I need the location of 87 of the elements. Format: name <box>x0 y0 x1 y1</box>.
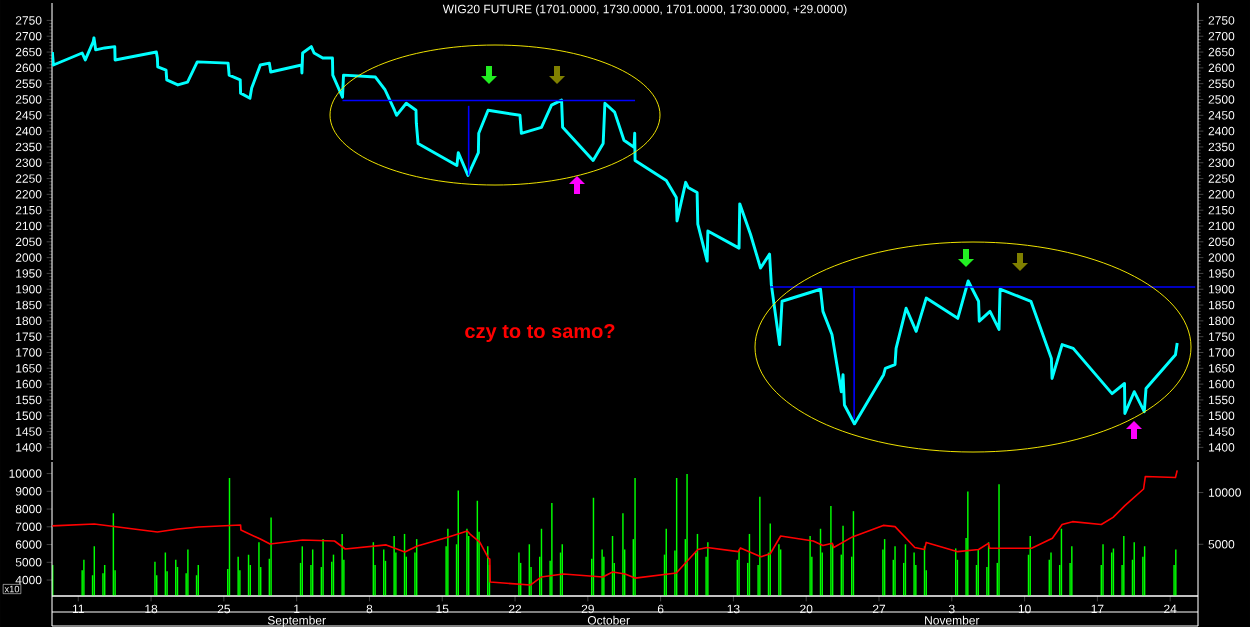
y2-tick-label: 2550 <box>1208 79 1235 88</box>
x-tick-label: 22 <box>508 604 522 613</box>
x-tick-label: 18 <box>145 604 158 614</box>
y2-tick-label: 2250 <box>1208 174 1235 183</box>
y2-tick-label: 2200 <box>1208 189 1235 199</box>
y-tick-label: 1500 <box>16 411 42 420</box>
y-tick-label: 7000 <box>15 522 42 531</box>
y-tick-label: 2300 <box>15 158 42 167</box>
y-tick-label: 2550 <box>15 79 42 88</box>
y2-tick-label: 2300 <box>1208 158 1235 167</box>
y2-tick-label: 1400 <box>1208 442 1235 452</box>
y2-tick-label: 2100 <box>1208 221 1235 231</box>
y2-tick-label: 2750 <box>1208 15 1235 25</box>
y-tick-label: 1700 <box>16 348 42 357</box>
y2-tick-label: 1750 <box>1208 332 1235 341</box>
y-tick-label: 1650 <box>16 363 42 373</box>
x2-tick-label: October <box>587 615 630 625</box>
y-tick-label: 2650 <box>15 47 42 57</box>
y-tick-label: 8000 <box>15 504 42 514</box>
y-tick-label: 9000 <box>15 486 42 496</box>
y2-tick-label: 2350 <box>1208 142 1235 152</box>
y2-tick-label: 2400 <box>1208 126 1235 136</box>
y2-tick-label: 1500 <box>1208 411 1235 420</box>
y-tick-label: 2500 <box>15 95 42 104</box>
y2-tick-label: 1700 <box>1208 348 1235 357</box>
y2-tick-label: 2500 <box>1208 95 1235 104</box>
y-tick-label: 1900 <box>16 284 42 294</box>
y-tick-label: 2450 <box>15 110 42 120</box>
y2-tick-label: 1900 <box>1208 284 1235 294</box>
y-tick-label: 1950 <box>16 269 42 278</box>
y-tick-label: 4000 <box>15 575 42 585</box>
y2-tick-label: 1950 <box>1208 269 1235 278</box>
x-tick-label: 6 <box>657 604 664 614</box>
y2-tick-label: 1450 <box>1208 427 1235 436</box>
y-tick-label: 2250 <box>15 174 42 183</box>
y2-tick-label: 1800 <box>1208 316 1235 325</box>
chart-title: WIG20 FUTURE (1701.0000, 1730.0000, 1701.0000, 1730.0000, +29.0000) <box>442 4 847 16</box>
y2-tick-label: 2450 <box>1208 110 1235 120</box>
y-tick-label: 1550 <box>16 395 42 405</box>
x-tick-label: 17 <box>1091 604 1104 613</box>
y-tick-label: 5000 <box>15 557 42 567</box>
y-tick-label: 1850 <box>16 300 42 310</box>
y2-tick-label: 1850 <box>1208 300 1235 310</box>
x-tick-label: 8 <box>366 604 373 614</box>
y-tick-label: 6000 <box>15 540 42 549</box>
y-tick-label: 2350 <box>15 142 42 152</box>
y-tick-label: 1450 <box>16 427 42 436</box>
x-tick-label: 25 <box>217 604 231 614</box>
y-tick-label: 1800 <box>16 316 42 325</box>
x-tick-label: 15 <box>436 604 449 613</box>
y2-tick-label: 5000 <box>1208 539 1235 549</box>
y-tick-label: 1600 <box>16 379 42 389</box>
y2-tick-label: 1650 <box>1208 363 1235 373</box>
y-tick-label: 2050 <box>15 237 42 246</box>
y-tick-label: 2100 <box>15 221 42 231</box>
x-tick-label: 27 <box>872 604 886 613</box>
y2-tick-label: 2150 <box>1208 205 1235 215</box>
x-tick-label: 24 <box>1164 604 1177 613</box>
y2-tick-label: 2650 <box>1208 47 1235 57</box>
y2-tick-label: 2000 <box>1208 253 1235 262</box>
y2-tick-label: 2600 <box>1208 63 1235 72</box>
x2-tick-label: September <box>267 615 326 627</box>
y-tick-label: 1750 <box>16 332 42 341</box>
y-tick-label: 1400 <box>16 442 42 452</box>
y2-tick-label: 1550 <box>1208 395 1235 405</box>
y-tick-label: 2700 <box>15 31 42 41</box>
y-tick-label: 2150 <box>15 205 42 215</box>
y-tick-label: 2200 <box>15 189 42 199</box>
y-tick-label: 2400 <box>15 126 42 136</box>
x2-tick-label: November <box>925 615 980 625</box>
y-axis-title: x10 <box>4 585 20 593</box>
y2-tick-label: 10000 <box>1208 488 1241 497</box>
y-tick-label: 2000 <box>15 253 42 262</box>
y-tick-label: 10000 <box>9 469 42 478</box>
x-tick-label: 1 <box>294 604 300 613</box>
y2-tick-label: 2050 <box>1208 237 1235 246</box>
y2-tick-label: 2700 <box>1208 31 1235 41</box>
x-tick-label: 20 <box>800 604 813 614</box>
annotation: czy to to samo? <box>465 323 615 342</box>
x-tick-label: 3 <box>948 604 955 614</box>
x-tick-label: 11 <box>72 604 84 613</box>
x-tick-label: 10 <box>1018 604 1031 614</box>
x-tick-label: 29 <box>581 604 594 614</box>
y-tick-label: 2750 <box>15 15 42 25</box>
x-tick-label: 13 <box>727 604 740 614</box>
y2-tick-label: 1600 <box>1208 379 1235 389</box>
y-tick-label: 2600 <box>15 63 42 72</box>
